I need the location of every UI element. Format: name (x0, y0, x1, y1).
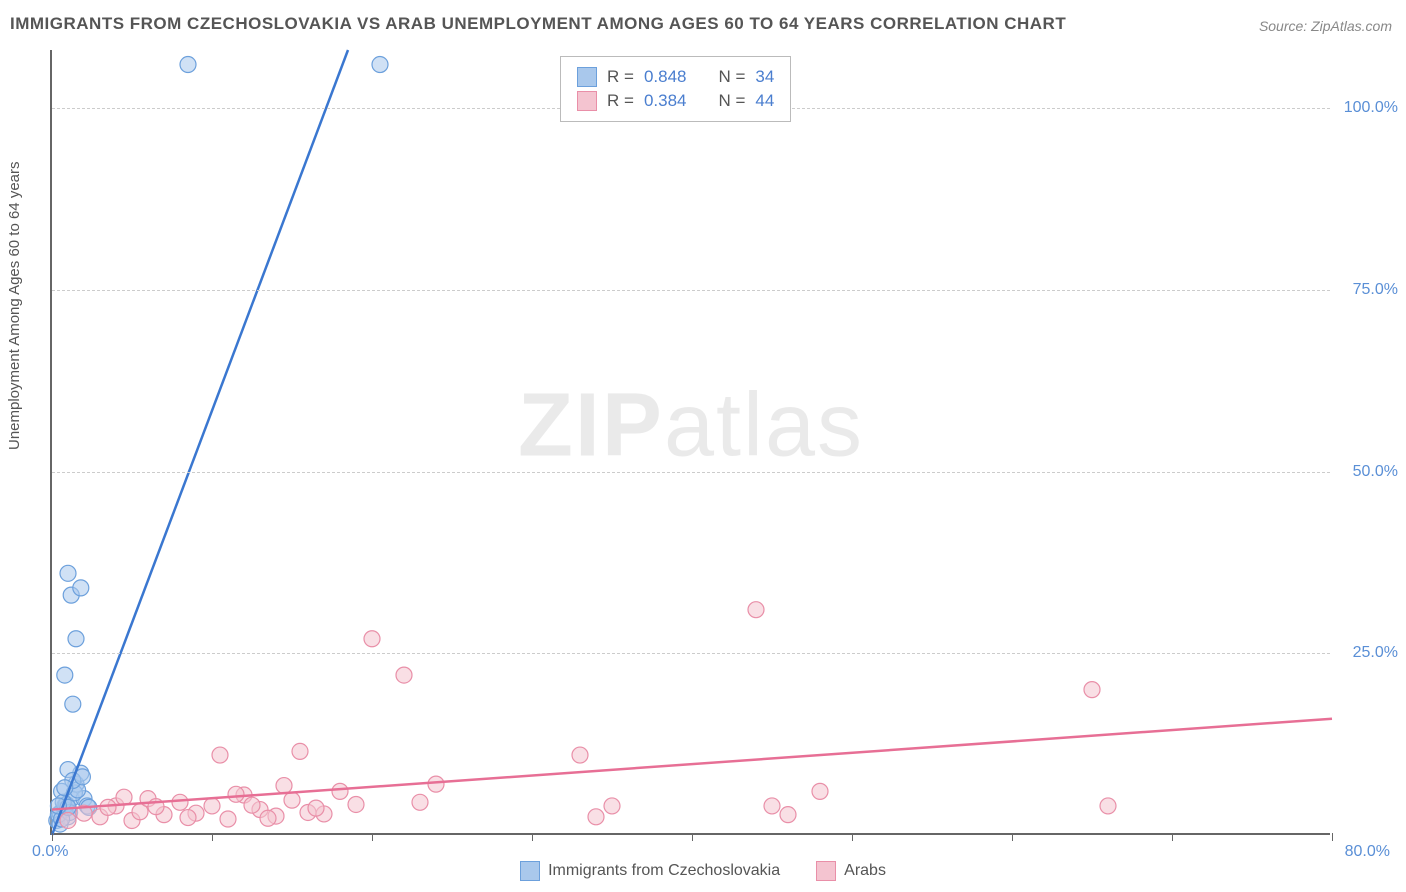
data-point (204, 798, 220, 814)
data-point (284, 792, 300, 808)
legend-item: Arabs (816, 861, 886, 881)
data-point (220, 811, 236, 827)
chart-svg (52, 50, 1330, 833)
data-point (60, 565, 76, 581)
data-point (812, 783, 828, 799)
legend-swatch (577, 67, 597, 87)
legend-swatch (520, 861, 540, 881)
x-tick-label-min: 0.0% (32, 843, 68, 861)
x-tick (52, 833, 53, 841)
legend-swatch (577, 91, 597, 111)
data-point (780, 807, 796, 823)
data-point (1100, 798, 1116, 814)
data-point (180, 810, 196, 826)
legend-label: Arabs (844, 862, 886, 880)
data-point (73, 580, 89, 596)
data-point (292, 743, 308, 759)
legend-stat-row: R = 0.848 N = 34 (577, 65, 774, 89)
r-value: 0.384 (644, 91, 687, 111)
data-point (260, 810, 276, 826)
x-tick (212, 833, 213, 841)
data-point (212, 747, 228, 763)
n-value: 34 (755, 67, 774, 87)
chart-container: IMMIGRANTS FROM CZECHOSLOVAKIA VS ARAB U… (0, 0, 1406, 892)
r-label: R = (607, 91, 634, 111)
n-value: 44 (755, 91, 774, 111)
gridline (52, 653, 1330, 654)
y-tick-label: 50.0% (1353, 463, 1398, 481)
chart-title: IMMIGRANTS FROM CZECHOSLOVAKIA VS ARAB U… (10, 14, 1066, 34)
data-point (308, 800, 324, 816)
legend-label: Immigrants from Czechoslovakia (548, 862, 780, 880)
data-point (748, 602, 764, 618)
y-tick-label: 25.0% (1353, 644, 1398, 662)
x-tick (532, 833, 533, 841)
data-point (100, 799, 116, 815)
data-point (244, 797, 260, 813)
data-point (372, 57, 388, 73)
legend-stats: R = 0.848 N = 34 R = 0.384 N = 44 (560, 56, 791, 122)
data-point (57, 667, 73, 683)
x-tick (692, 833, 693, 841)
x-tick (1332, 833, 1333, 841)
legend-stat-row: R = 0.384 N = 44 (577, 89, 774, 113)
legend-item: Immigrants from Czechoslovakia (520, 861, 780, 881)
fit-line (52, 719, 1332, 810)
x-tick (1012, 833, 1013, 841)
data-point (172, 794, 188, 810)
data-point (228, 786, 244, 802)
r-value: 0.848 (644, 67, 687, 87)
source-label: Source: ZipAtlas.com (1259, 18, 1392, 34)
y-tick-label: 100.0% (1344, 99, 1398, 117)
data-point (65, 696, 81, 712)
data-point (428, 776, 444, 792)
x-tick (372, 833, 373, 841)
x-tick (852, 833, 853, 841)
data-point (348, 796, 364, 812)
data-point (764, 798, 780, 814)
x-tick-label-max: 80.0% (1345, 843, 1390, 861)
legend-swatch (816, 861, 836, 881)
data-point (588, 809, 604, 825)
n-label: N = (718, 91, 745, 111)
data-point (1084, 682, 1100, 698)
plot-area: ZIPatlas 25.0%50.0%75.0%100.0%0.0%80.0% (50, 50, 1330, 835)
data-point (68, 631, 84, 647)
r-label: R = (607, 67, 634, 87)
y-axis-label: Unemployment Among Ages 60 to 64 years (6, 161, 23, 450)
gridline (52, 290, 1330, 291)
data-point (412, 794, 428, 810)
data-point (572, 747, 588, 763)
data-point (364, 631, 380, 647)
y-tick-label: 75.0% (1353, 281, 1398, 299)
legend-bottom: Immigrants from Czechoslovakia Arabs (0, 861, 1406, 886)
data-point (180, 57, 196, 73)
data-point (332, 783, 348, 799)
x-tick (1172, 833, 1173, 841)
n-label: N = (718, 67, 745, 87)
data-point (396, 667, 412, 683)
data-point (604, 798, 620, 814)
data-point (276, 778, 292, 794)
fit-line (52, 50, 348, 835)
gridline (52, 472, 1330, 473)
data-point (60, 812, 76, 828)
